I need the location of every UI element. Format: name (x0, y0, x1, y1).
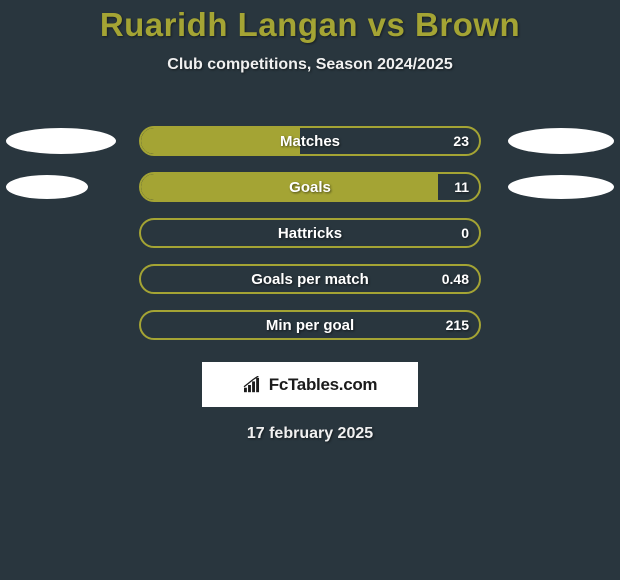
stat-bar: Goals 11 (139, 172, 481, 202)
logo-text: FcTables.com (269, 375, 378, 395)
bar-label: Goals per match (141, 271, 479, 288)
stat-row: Goals 11 (0, 164, 620, 210)
stat-bar: Min per goal 215 (139, 310, 481, 340)
left-ellipse (6, 175, 88, 199)
bar-label: Min per goal (141, 317, 479, 334)
stat-row: Hattricks 0 (0, 210, 620, 256)
right-ellipse (508, 175, 614, 199)
bar-label: Hattricks (141, 225, 479, 242)
bar-value: 0 (461, 225, 469, 241)
bar-value: 23 (453, 133, 469, 149)
stat-row: Goals per match 0.48 (0, 256, 620, 302)
stat-row: Matches 23 (0, 118, 620, 164)
stat-bar: Goals per match 0.48 (139, 264, 481, 294)
bar-value: 0.48 (442, 271, 469, 287)
bar-fill (141, 174, 438, 200)
bar-value: 11 (454, 179, 469, 195)
bar-value: 215 (446, 317, 469, 333)
bar-chart-icon (243, 376, 263, 394)
left-ellipse (6, 128, 116, 154)
subtitle: Club competitions, Season 2024/2025 (0, 56, 620, 74)
stats-area: Matches 23 Goals 11 Hattricks 0 Goals pe… (0, 118, 620, 348)
bar-fill (141, 128, 300, 154)
date-label: 17 february 2025 (0, 425, 620, 443)
page-title: Ruaridh Langan vs Brown (0, 0, 620, 44)
source-logo: FcTables.com (202, 362, 418, 407)
stat-row: Min per goal 215 (0, 302, 620, 348)
stat-bar: Hattricks 0 (139, 218, 481, 248)
right-ellipse (508, 128, 614, 154)
stat-bar: Matches 23 (139, 126, 481, 156)
